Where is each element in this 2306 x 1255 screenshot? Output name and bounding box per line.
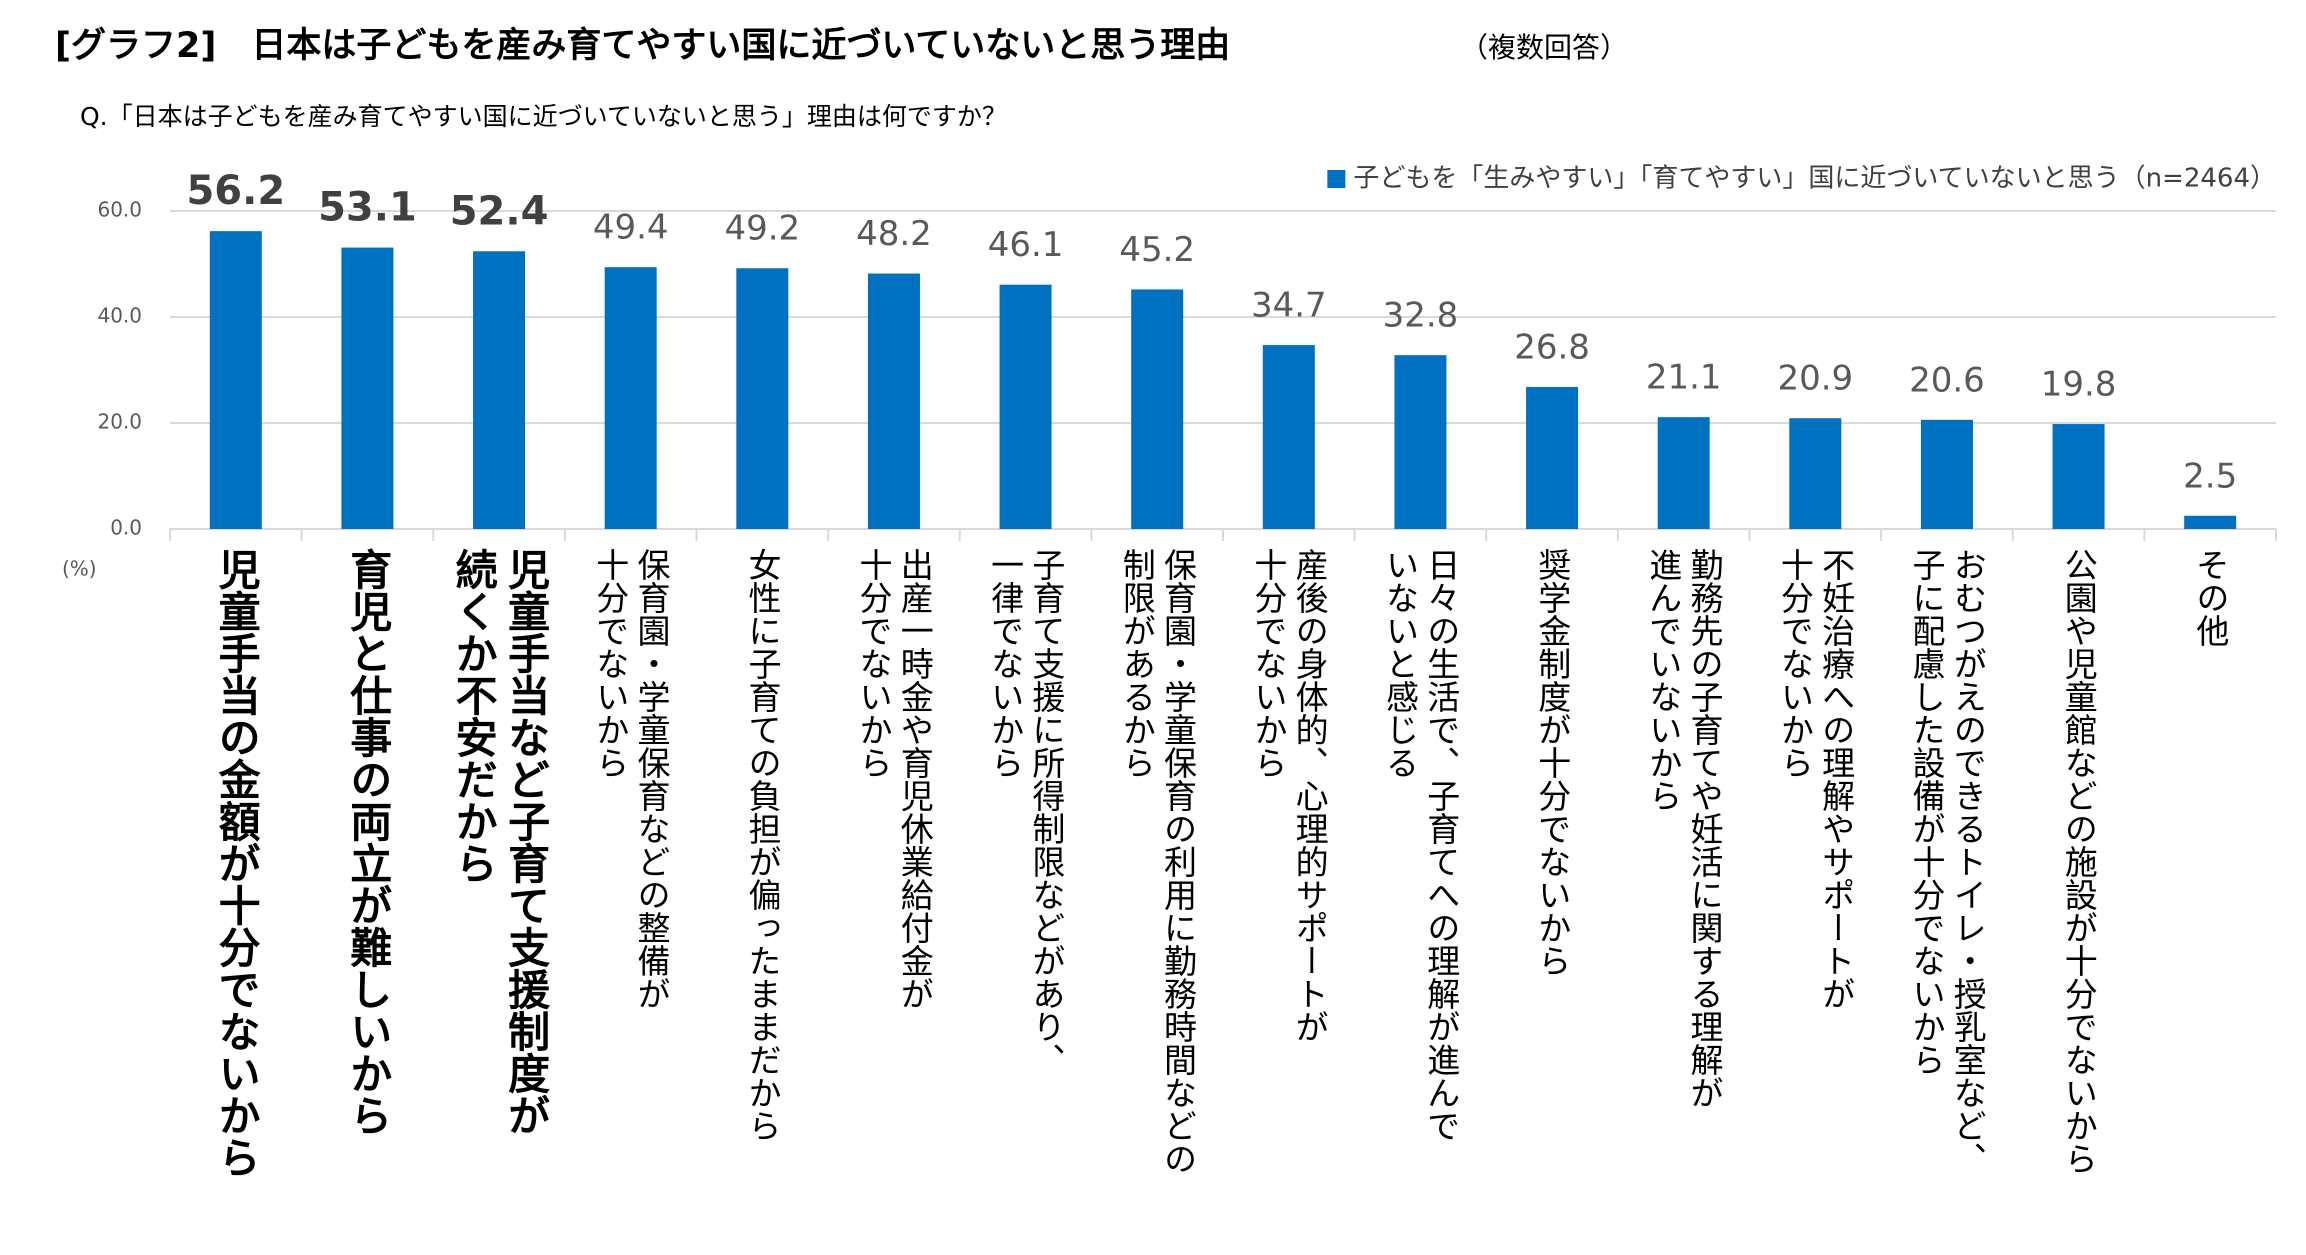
value-label: 49.2 xyxy=(724,209,800,249)
y-tick-label: 40.0 xyxy=(97,304,142,328)
bar xyxy=(2184,515,2237,529)
bar xyxy=(736,268,789,529)
subtitle: Q.「日本は子どもを産み育てやすい国に近づいていないと思う」理由は何ですか？ xyxy=(80,102,1007,131)
y-tick-label: 60.0 xyxy=(97,198,142,222)
value-label: 32.8 xyxy=(1383,296,1459,336)
legend-label: 子どもを「生みやすい」「育てやすい」国に近づいていないと思う（n=2464） xyxy=(1353,164,2276,194)
value-label: 19.8 xyxy=(2041,365,2117,405)
bar xyxy=(341,247,394,529)
value-label: 21.1 xyxy=(1646,358,1722,398)
y-tick-label: 20.0 xyxy=(97,410,142,434)
bar xyxy=(999,284,1052,529)
bar xyxy=(1657,417,1710,529)
value-label: 45.2 xyxy=(1119,230,1195,270)
x-tick-label: 奨学金制度が十分でないから xyxy=(1532,548,1572,977)
bar xyxy=(1394,355,1447,529)
x-tick-label: 保育園・学童保育などの整備が 十分でないから xyxy=(590,548,671,1010)
y-tick-label: 0.0 xyxy=(110,516,142,540)
bar xyxy=(2052,424,2105,529)
x-tick-label: 子育て支援に所得制限などがあり、 一律でないから xyxy=(985,548,1066,1076)
x-tick-label: 育児と仕事の両立が難しいから xyxy=(343,548,393,1136)
chart-title: [グラフ2] 日本は子どもを産み育てやすい国に近づいていないと思う理由 xyxy=(55,26,1230,66)
bar xyxy=(1131,289,1184,529)
bar xyxy=(1789,418,1842,529)
value-label: 49.4 xyxy=(593,208,669,248)
value-label: 52.4 xyxy=(450,188,549,234)
value-label: 2.5 xyxy=(2183,456,2237,496)
bar xyxy=(209,231,262,529)
legend-swatch xyxy=(1327,170,1346,188)
bar xyxy=(867,273,920,529)
value-label: 48.2 xyxy=(856,214,932,254)
value-label: 53.1 xyxy=(318,185,417,231)
bar xyxy=(604,267,657,529)
value-label: 20.6 xyxy=(1909,360,1985,400)
bar xyxy=(1920,419,1973,529)
bar xyxy=(1262,345,1315,529)
x-tick-label: 公園や児童館などの施設が十分でないから xyxy=(2059,548,2099,1175)
x-tick-label: 不妊治療への理解やサポートが 十分でないから xyxy=(1775,548,1856,1010)
x-tick-label: 勤務先の子育てや妊活に関する理解が 進んでいないから xyxy=(1643,548,1724,1109)
x-tick-label: 児童手当など子育て支援制度が 続くか不安だから xyxy=(449,548,551,1136)
value-label: 46.1 xyxy=(988,225,1064,265)
value-label: 56.2 xyxy=(186,168,285,214)
x-tick-label: おむつがえのできるトイレ・授乳室など、 子に配慮した設備が十分でないから xyxy=(1906,548,1988,1175)
bar xyxy=(473,251,526,529)
x-tick-label: 児童手当の金額が十分でないから xyxy=(212,548,262,1178)
x-tick-label: 産後の身体的、心理的サポートが 十分でないから xyxy=(1248,548,1330,1043)
y-unit: (%) xyxy=(62,557,97,581)
value-label: 20.9 xyxy=(1777,359,1853,399)
value-label: 34.7 xyxy=(1251,286,1327,326)
x-tick-label: 女性に子育ての負担が偏ったままだから xyxy=(742,548,782,1142)
title-note: （複数回答） xyxy=(1460,31,1628,64)
bar xyxy=(1526,386,1579,529)
x-tick-label: その他 xyxy=(2190,548,2230,647)
x-tick-label: 日々の生活で、子育てへの理解が進んで いないと感じる xyxy=(1380,548,1461,1142)
x-tick-label: 出産一時金や育児休業給付金が 十分でないから xyxy=(853,548,935,1010)
x-tick-label: 保育園・学童保育の利用に勤務時間などの 制限があるから xyxy=(1117,548,1198,1175)
value-label: 26.8 xyxy=(1514,327,1590,367)
